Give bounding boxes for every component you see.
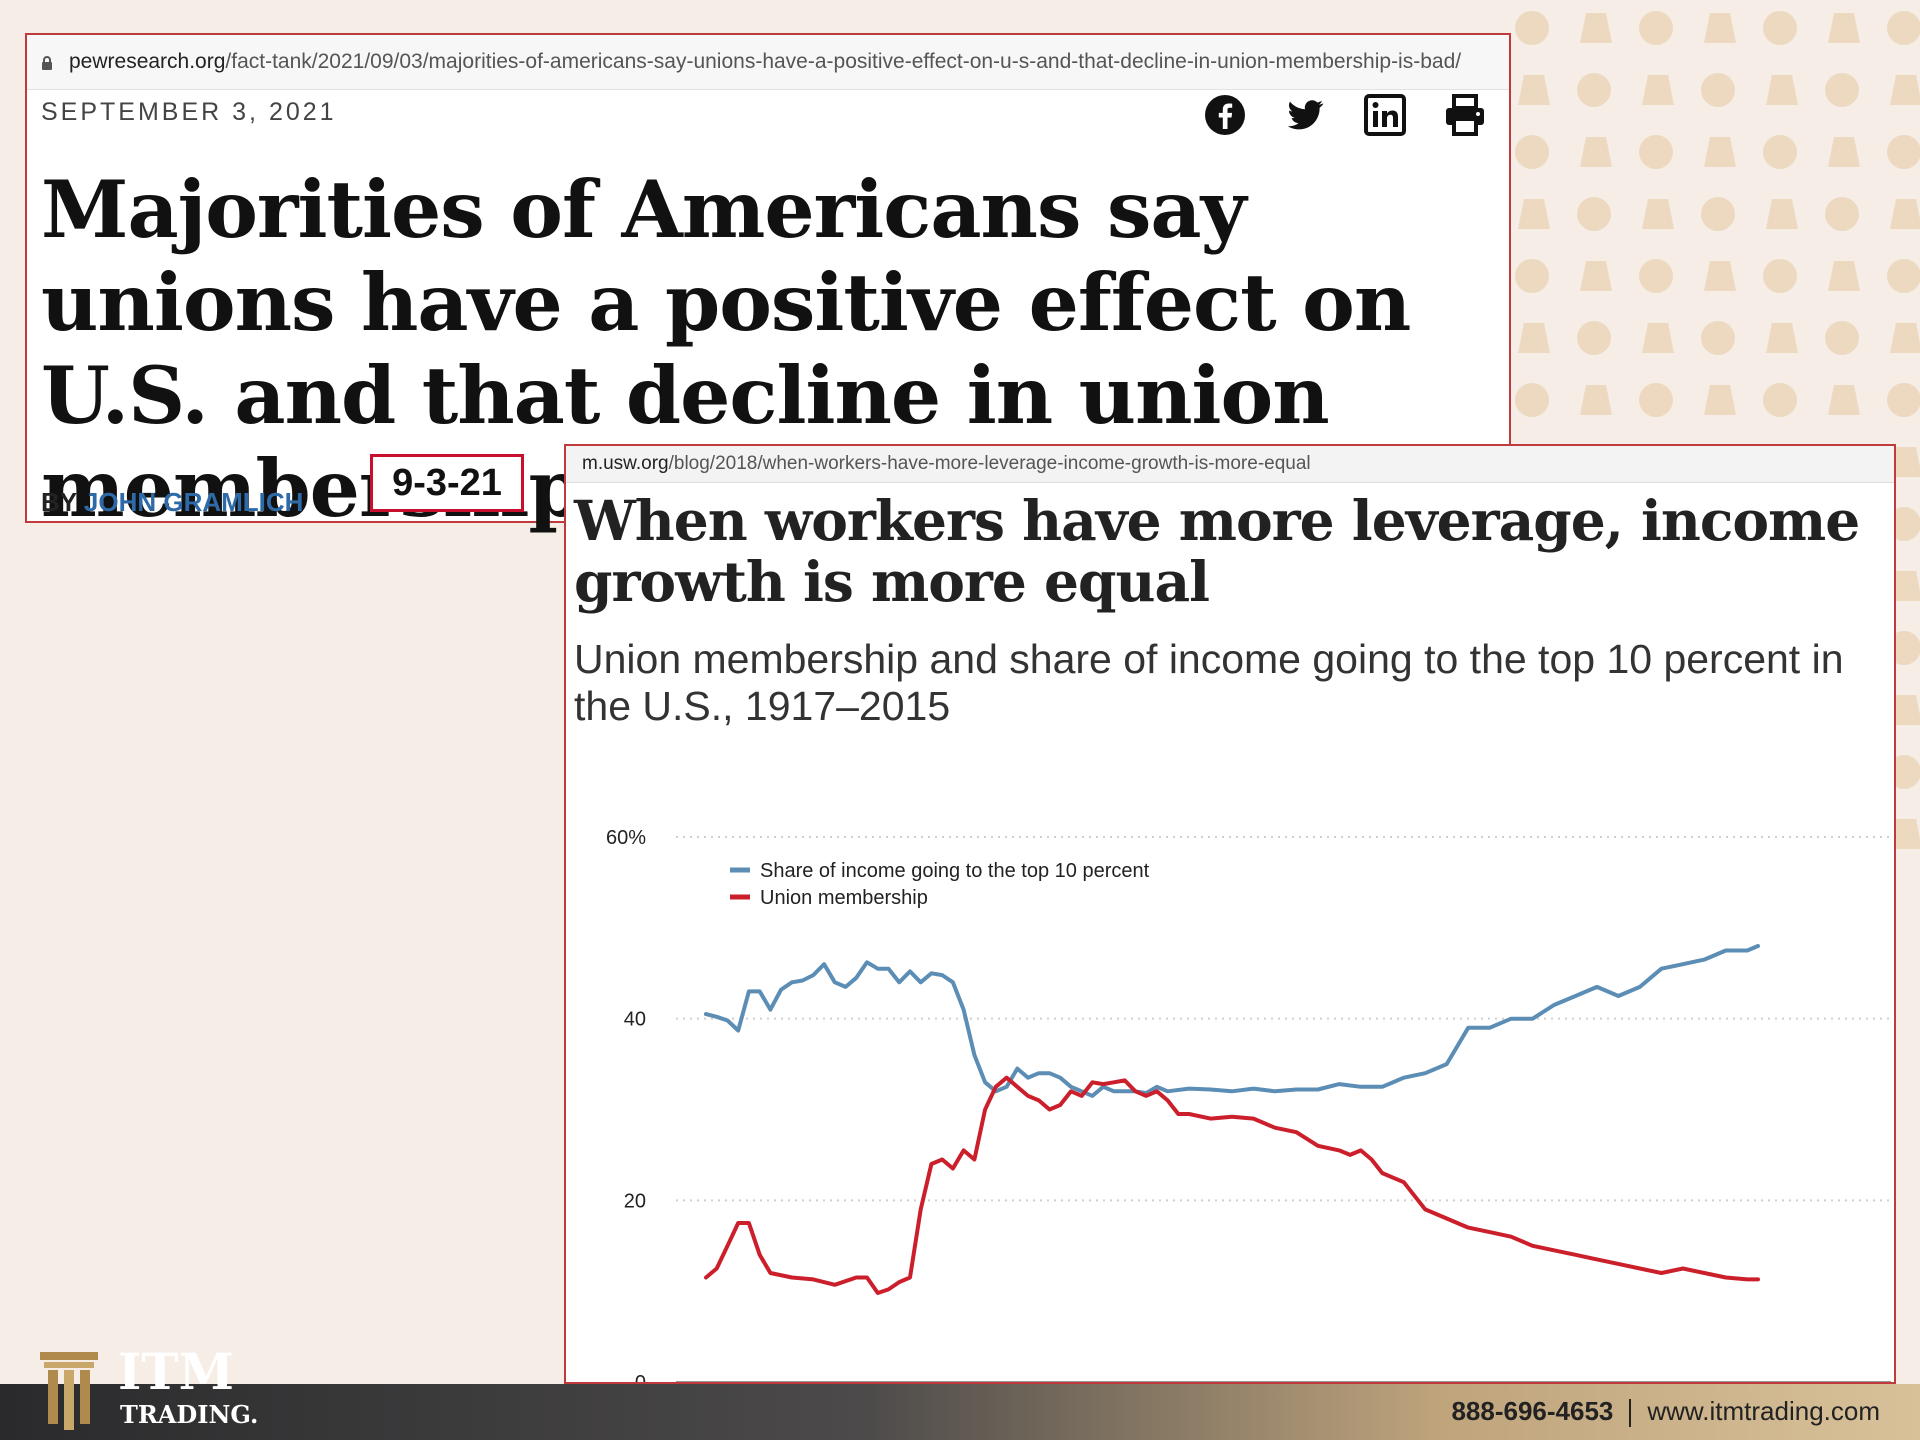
pattern-circle xyxy=(1763,11,1797,45)
y-tick-label: 60% xyxy=(606,827,646,849)
pattern-circle xyxy=(1763,383,1797,417)
pattern-circle xyxy=(1577,321,1611,355)
print-icon[interactable] xyxy=(1443,93,1487,137)
itm-logo: ITM TRADING. xyxy=(36,1344,266,1438)
pattern-circle xyxy=(1639,383,1673,417)
pattern-bar xyxy=(1580,13,1612,43)
date-badge: 9-3-21 xyxy=(370,454,524,512)
url-domain: pewresearch.org xyxy=(69,50,226,73)
pattern-bar xyxy=(1828,13,1860,43)
url-bar[interactable]: m.usw.org/blog/2018/when-workers-have-mo… xyxy=(566,446,1894,483)
pattern-bar xyxy=(1890,695,1920,725)
series-line-top10-income xyxy=(704,944,1760,1098)
pattern-circle xyxy=(1887,135,1920,169)
pattern-bar xyxy=(1890,323,1920,353)
pattern-bar xyxy=(1704,137,1736,167)
usw-chart-screenshot: m.usw.org/blog/2018/when-workers-have-mo… xyxy=(564,444,1896,1384)
legend-label: Union membership xyxy=(760,887,928,909)
pattern-bar xyxy=(1642,75,1674,105)
chart-headline: When workers have more leverage, income … xyxy=(574,488,1860,614)
pattern-bar xyxy=(1580,261,1612,291)
y-tick-label: 40 xyxy=(624,1009,646,1031)
article-date: SEPTEMBER 3, 2021 xyxy=(41,98,337,126)
chart-subtitle: Union membership and share of income goi… xyxy=(574,636,1844,729)
lock-icon xyxy=(41,56,55,70)
legend-label: Share of income going to the top 10 perc… xyxy=(760,860,1150,882)
facebook-icon[interactable] xyxy=(1203,93,1247,137)
url-path: /fact-tank/2021/09/03/majorities-of-amer… xyxy=(225,50,1462,73)
url-path: /blog/2018/when-workers-have-more-levera… xyxy=(668,453,1311,474)
pattern-bar xyxy=(1704,385,1736,415)
pattern-bar xyxy=(1580,385,1612,415)
pattern-bar xyxy=(1828,261,1860,291)
pattern-circle xyxy=(1515,11,1549,45)
pattern-circle xyxy=(1887,259,1920,293)
pattern-bar xyxy=(1642,199,1674,229)
pattern-circle xyxy=(1763,259,1797,293)
y-tick-label: 20 xyxy=(624,1190,646,1212)
twitter-icon[interactable] xyxy=(1283,93,1327,137)
series-line-union-membership xyxy=(704,1075,1760,1295)
pattern-circle xyxy=(1887,11,1920,45)
pattern-bar xyxy=(1704,13,1736,43)
pew-article-screenshot: pewresearch.org/fact-tank/2021/09/03/maj… xyxy=(25,33,1511,535)
pattern-bar xyxy=(1580,137,1612,167)
pattern-circle xyxy=(1577,73,1611,107)
pattern-bar xyxy=(1890,571,1920,601)
pattern-circle xyxy=(1639,259,1673,293)
pattern-circle xyxy=(1887,383,1920,417)
pattern-bar xyxy=(1766,75,1798,105)
pattern-bar xyxy=(1890,75,1920,105)
pattern-circle xyxy=(1515,259,1549,293)
article-headline: Majorities of Americans say unions have … xyxy=(41,163,1411,535)
pattern-bar xyxy=(1890,199,1920,229)
pattern-bar xyxy=(1766,199,1798,229)
phone-number[interactable]: 888-696-4653 xyxy=(1451,1396,1614,1426)
logo-name: ITM xyxy=(118,1342,234,1401)
pattern-bar xyxy=(1518,323,1550,353)
logo-subtitle: TRADING. xyxy=(120,1400,259,1429)
pattern-circle xyxy=(1639,11,1673,45)
pattern-circle xyxy=(1701,197,1735,231)
column-logo-icon xyxy=(40,1352,98,1430)
footer-bar: 888-696-4653 www.itmtrading.com xyxy=(0,1384,1920,1440)
pattern-circle xyxy=(1515,383,1549,417)
url-bar[interactable]: pewresearch.org/fact-tank/2021/09/03/maj… xyxy=(27,35,1509,90)
pattern-circle xyxy=(1825,321,1859,355)
byline-prefix: BY xyxy=(41,487,77,517)
author-link[interactable]: JOHN GRAMLICH xyxy=(83,487,304,517)
pattern-bar xyxy=(1828,137,1860,167)
pattern-circle xyxy=(1701,73,1735,107)
divider xyxy=(1629,1399,1632,1428)
pattern-bar xyxy=(1518,199,1550,229)
pattern-bar xyxy=(1704,261,1736,291)
pattern-circle xyxy=(1639,135,1673,169)
pattern-circle xyxy=(1763,135,1797,169)
pattern-bar xyxy=(1828,385,1860,415)
byline: BY JOHN GRAMLICH xyxy=(41,487,303,518)
website-link[interactable]: www.itmtrading.com xyxy=(1647,1396,1880,1426)
pattern-bar xyxy=(1766,323,1798,353)
y-tick-label: 0 xyxy=(635,1372,646,1384)
url-domain: m.usw.org xyxy=(582,453,669,474)
pattern-bar xyxy=(1890,819,1920,849)
pattern-bar xyxy=(1642,323,1674,353)
pattern-circle xyxy=(1825,197,1859,231)
pattern-bar xyxy=(1890,447,1920,477)
pattern-circle xyxy=(1825,73,1859,107)
contact-info: 888-696-4653 www.itmtrading.com xyxy=(1451,1396,1880,1428)
pattern-bar xyxy=(1518,75,1550,105)
share-icons xyxy=(1203,93,1487,137)
pattern-circle xyxy=(1515,135,1549,169)
pattern-circle xyxy=(1701,321,1735,355)
pattern-circle xyxy=(1577,197,1611,231)
linkedin-icon[interactable] xyxy=(1363,93,1407,137)
